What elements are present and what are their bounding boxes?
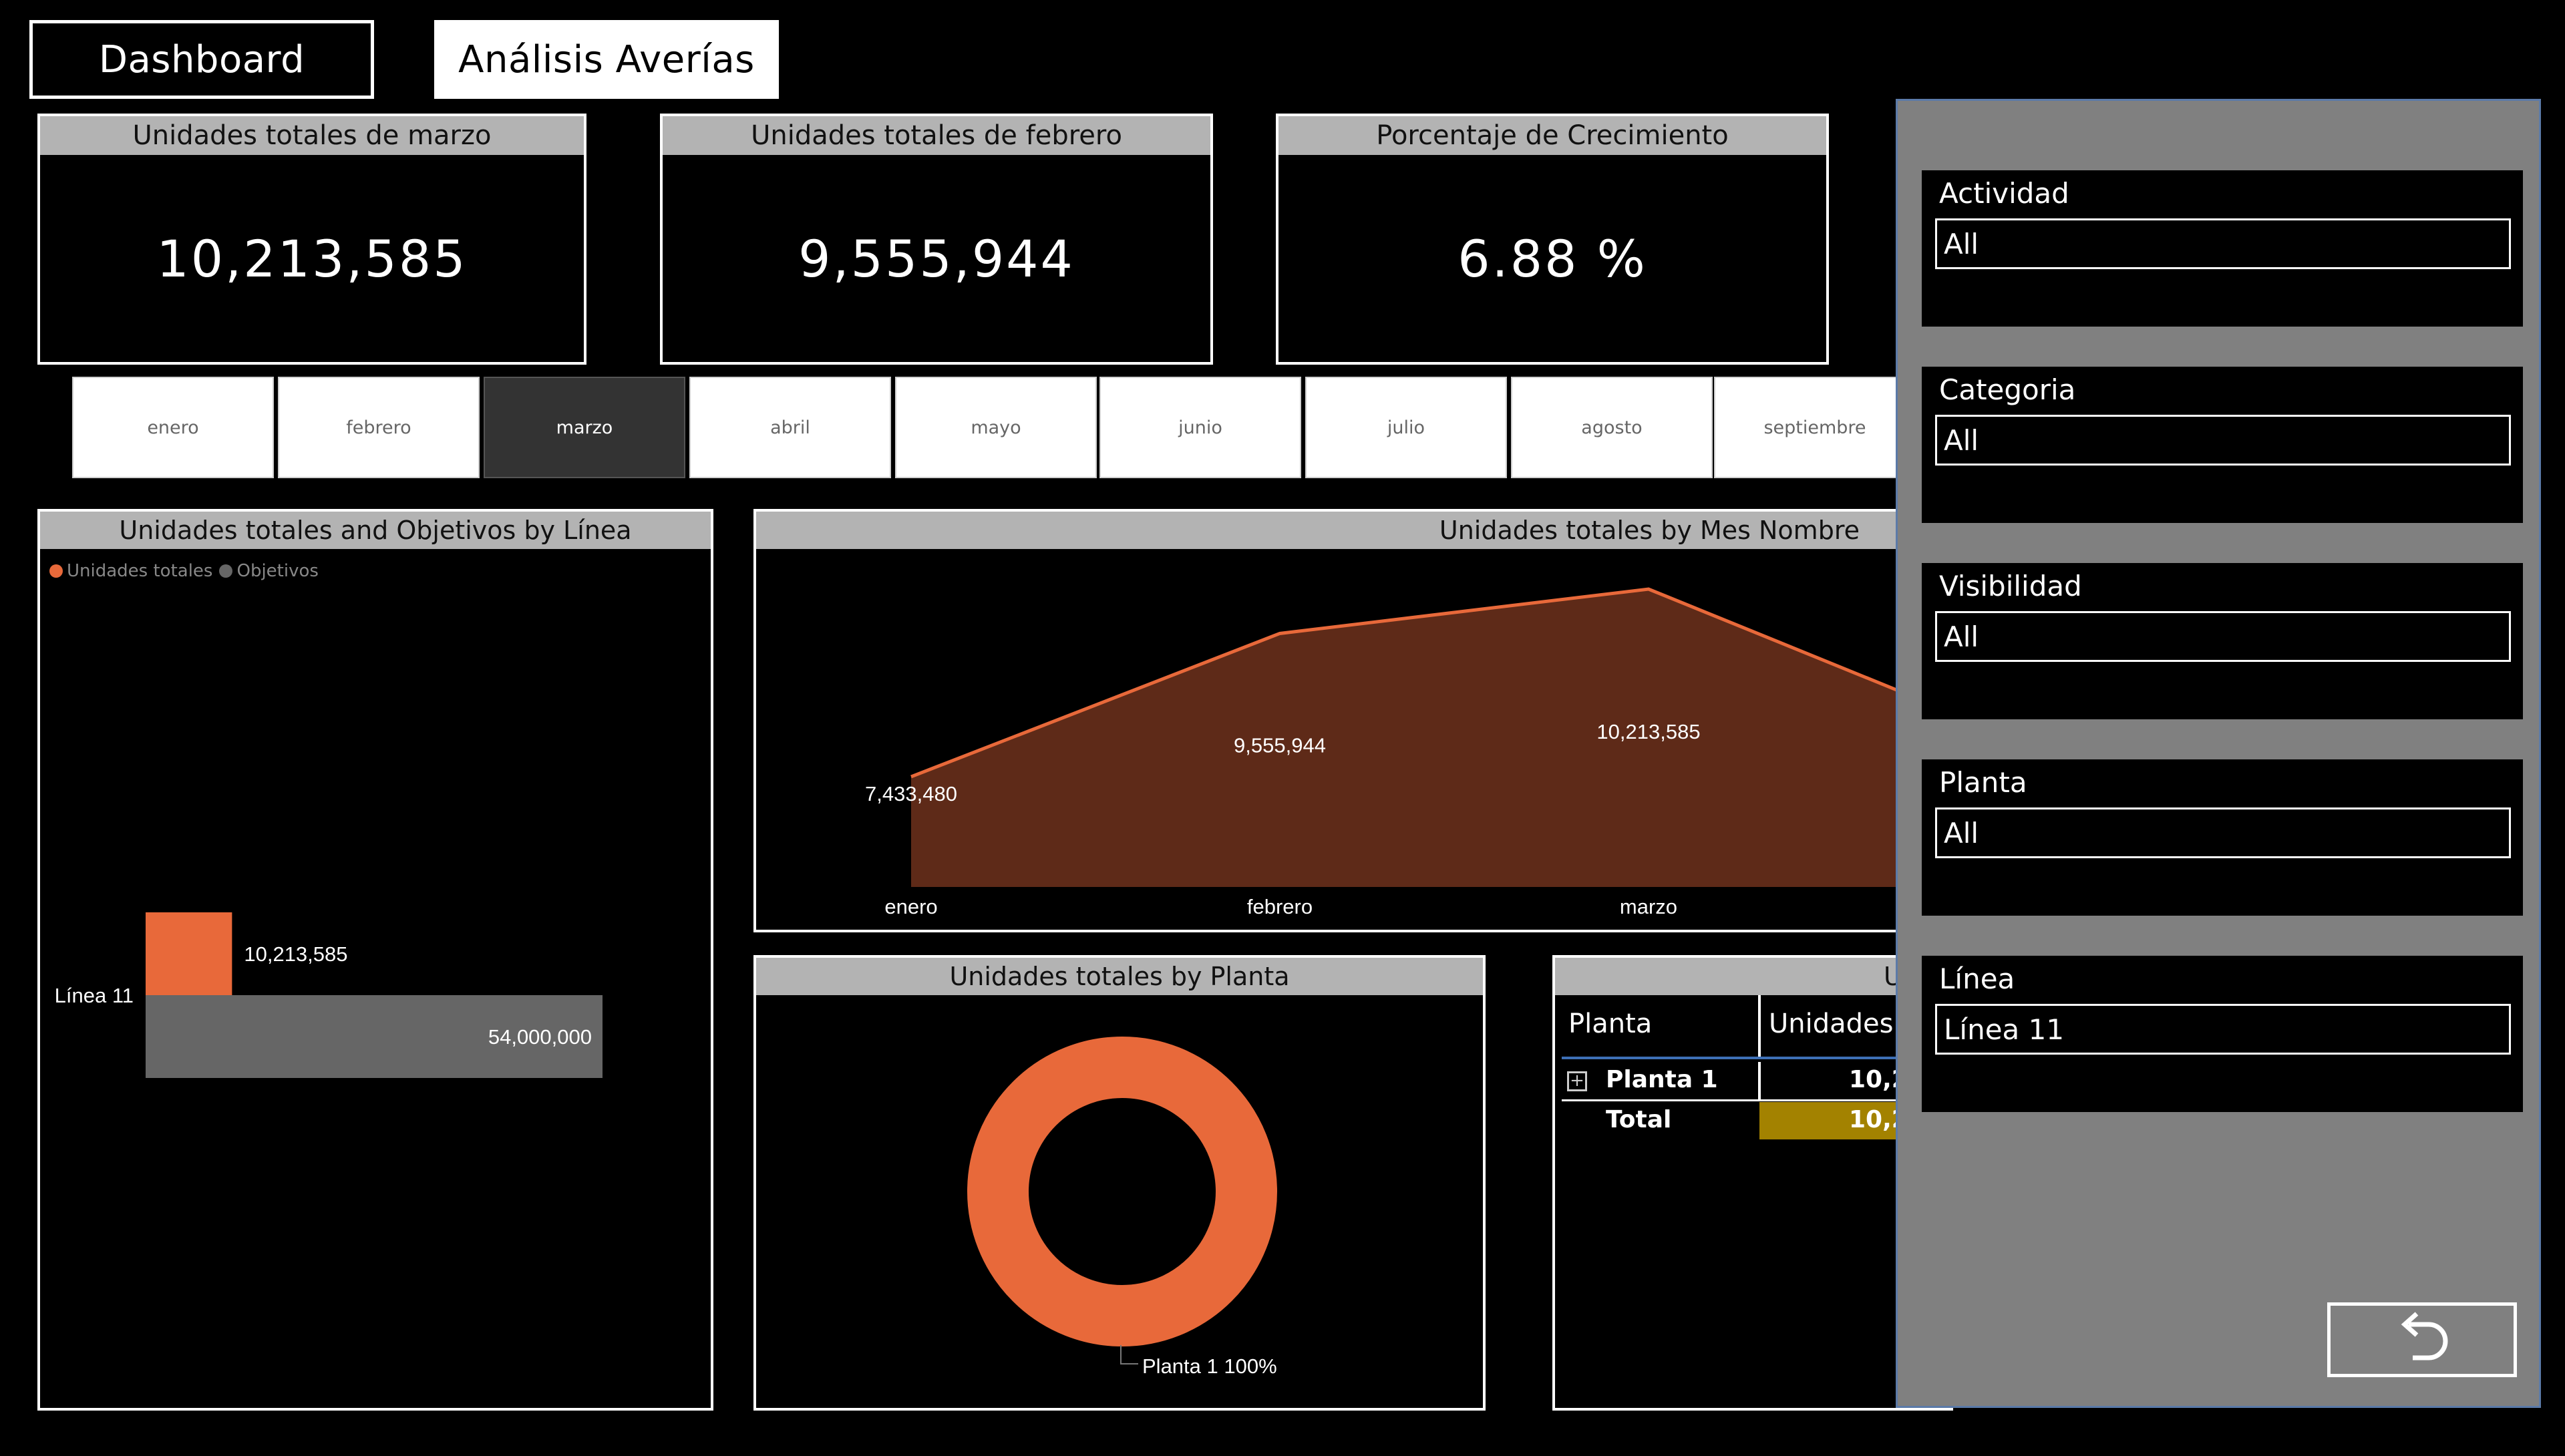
table-header-planta: Planta [1568,1009,1653,1039]
bar-objetivos [146,995,603,1078]
area-chart-plot: 7,433,480 enero 9,555,944 febrero 10,213,585… [865,587,1900,918]
bar-unidades-totales [146,912,232,995]
area-chart-panel: Unidades totales by Mes Nombre 7,433,480… [753,509,1902,932]
filter-card-planta: Planta All [1922,759,2523,916]
bar-chart-title: Unidades totales and Objetivos by Línea [40,512,711,549]
area-data-label: 10,213,585 [1596,720,1700,743]
legend-dot-objetivos [219,564,233,578]
month-tile[interactable]: mayo [895,377,1097,478]
filter-title: Visibilidad [1939,570,2082,602]
undo-arrow-icon [2401,1312,2448,1360]
month-tile[interactable]: septiembre [1714,377,1916,478]
kpi-title: Porcentaje de Crecimiento [1278,116,1826,155]
month-tile[interactable]: abril [689,377,891,478]
filter-dropdown-visibilidad[interactable]: All [1935,611,2511,662]
expand-plus-icon[interactable]: + [1567,1071,1587,1091]
kpi-card-crecimiento: Porcentaje de Crecimiento 6.88 % [1276,114,1829,365]
donut-slice-planta-1 [967,1037,1277,1346]
area-line [910,587,1900,779]
filter-card-categoria: Categoria All [1922,367,2523,523]
legend-dot-unidades [49,564,63,578]
month-tile[interactable]: junio [1099,377,1301,478]
kpi-title: Unidades totales de marzo [40,116,584,155]
kpi-card-febrero: Unidades totales de febrero 9,555,944 [660,114,1213,365]
filter-card-linea: Línea Línea 11 [1922,956,2523,1112]
filter-pane: Actividad All Categoria All Visibilidad … [1896,99,2541,1408]
filter-title: Planta [1939,766,2027,799]
filter-dropdown-actividad[interactable]: All [1935,218,2511,269]
donut-data-label: Planta 1 100% [1142,1354,1277,1378]
month-tile[interactable]: agosto [1511,377,1713,478]
area-fill [911,589,1900,887]
kpi-card-marzo: Unidades totales de marzo 10,213,585 [37,114,586,365]
table-cell-planta: Planta 1 [1606,1066,1718,1093]
table-column-divider [1758,995,1761,1057]
bar-category-label: Línea 11 [55,984,134,1007]
area-data-label: 7,433,480 [865,782,957,805]
area-data-label: 9,555,944 [1234,733,1326,757]
bar-chart-plot: 10,213,585 54,000,000 Línea 11 [55,912,603,1078]
area-x-tick-label: marzo [1620,895,1677,918]
filter-title: Categoria [1939,373,2076,406]
filter-dropdown-linea[interactable]: Línea 11 [1935,1004,2511,1055]
filter-card-visibilidad: Visibilidad All [1922,563,2523,719]
bar-label-objetivos: 54,000,000 [488,1025,592,1049]
table-panel: U Planta Unidades t + Planta 1 10,2 Tota… [1552,955,1956,1411]
table-header-underline [1562,1057,1956,1059]
table-header-row: Planta Unidades t [1555,995,1956,1057]
kpi-title: Unidades totales de febrero [663,116,1210,155]
area-x-tick-label: febrero [1247,895,1313,918]
dashboard-nav-button[interactable]: Dashboard [29,20,374,99]
area-chart-title: Unidades totales by Mes Nombre [1439,516,1860,545]
bar-chart-panel: Unidades totales and Objetivos by Línea … [37,509,713,1411]
kpi-value: 6.88 % [1458,228,1647,289]
table-cell-total-label: Total [1606,1106,1672,1133]
filter-title: Actividad [1939,177,2069,210]
analisis-averias-nav-button[interactable]: Análisis Averías [434,20,779,99]
kpi-value: 9,555,944 [798,228,1075,289]
table-header-unidades: Unidades t [1769,1009,1912,1039]
month-tile[interactable]: marzo [484,377,685,478]
legend-label-unidades: Unidades totales [67,561,213,581]
donut-chart-title: Unidades totales by Planta [756,958,1483,995]
filter-dropdown-planta[interactable]: All [1935,807,2511,858]
bar-label-unidades: 10,213,585 [244,942,347,966]
area-x-tick-label: enero [884,895,937,918]
table-row-divider [1562,1099,1956,1101]
kpi-value: 10,213,585 [156,228,468,289]
filter-dropdown-categoria[interactable]: All [1935,415,2511,466]
donut-chart-panel: Unidades totales by Planta Planta 1 100% [753,955,1486,1411]
filter-title: Línea [1939,962,2015,995]
month-tile[interactable]: julio [1305,377,1507,478]
table-column-divider [1758,1062,1761,1099]
donut-leader-line [1120,1345,1138,1364]
month-tile[interactable]: febrero [278,377,480,478]
month-tile[interactable]: enero [72,377,274,478]
bar-chart-legend: Unidades totales Objetivos [49,561,319,581]
filter-card-actividad: Actividad All [1922,170,2523,327]
donut-chart-plot: Planta 1 100% [967,1037,1277,1378]
legend-label-objetivos: Objetivos [236,561,319,581]
back-button[interactable] [2327,1302,2517,1377]
